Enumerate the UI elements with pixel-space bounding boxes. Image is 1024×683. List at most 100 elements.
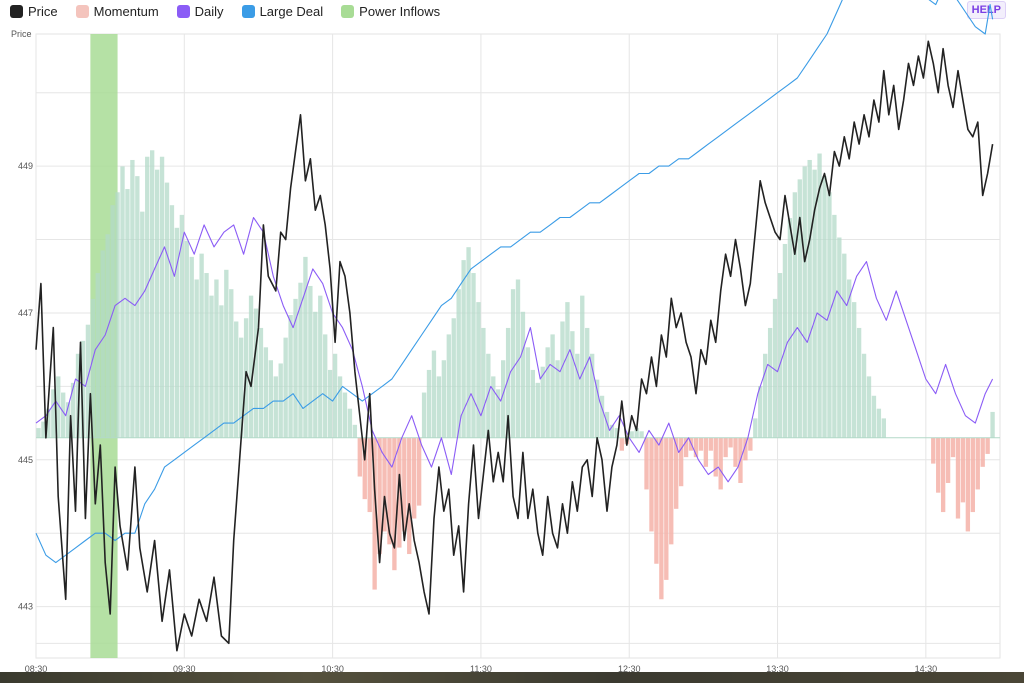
- momentum-bar: [683, 437, 689, 458]
- momentum-bar: [298, 282, 303, 438]
- momentum-bar: [540, 366, 545, 438]
- momentum-bar: [758, 386, 763, 438]
- momentum-bar: [332, 353, 338, 438]
- legend-item-large-deal[interactable]: Large Deal: [241, 4, 323, 19]
- momentum-bar: [802, 166, 807, 438]
- momentum-bar: [110, 205, 115, 438]
- momentum-bar: [65, 402, 71, 438]
- momentum-bar: [273, 376, 278, 438]
- momentum-bar: [871, 395, 877, 438]
- momentum-bar: [510, 289, 516, 438]
- momentum-bar: [209, 295, 214, 438]
- momentum-bar: [792, 192, 798, 438]
- momentum-bar: [837, 237, 842, 438]
- momentum-bar: [807, 159, 812, 438]
- momentum-bar: [728, 437, 733, 448]
- momentum-bar: [713, 437, 718, 477]
- momentum-bar: [708, 437, 713, 451]
- x-tick-label: 10:30: [321, 664, 344, 674]
- legend-label-price: Price: [28, 3, 58, 19]
- momentum-bar: [965, 437, 971, 532]
- momentum-bar: [471, 273, 476, 438]
- momentum-bar: [189, 256, 194, 438]
- x-tick-label: 09:30: [173, 664, 196, 674]
- momentum-bar: [397, 437, 402, 548]
- momentum-bar: [674, 437, 679, 509]
- momentum-bar: [184, 240, 189, 438]
- momentum-bar: [85, 324, 91, 438]
- momentum-bar: [940, 437, 946, 513]
- momentum-bar: [313, 311, 318, 438]
- momentum-bar: [451, 318, 456, 438]
- help-button[interactable]: HELP: [966, 1, 1006, 19]
- momentum-bar: [678, 437, 684, 487]
- momentum-bar: [431, 350, 437, 438]
- momentum-bar: [827, 192, 832, 438]
- momentum-bar: [159, 156, 165, 438]
- momentum-bar: [851, 302, 857, 438]
- momentum-bar: [174, 227, 180, 438]
- momentum-bar: [288, 315, 293, 438]
- momentum-bar: [822, 176, 827, 438]
- momentum-bar: [347, 408, 353, 438]
- momentum-bar: [125, 189, 130, 438]
- momentum-bar: [436, 376, 442, 438]
- legend-swatch-price: [10, 4, 23, 18]
- momentum-bar: [75, 353, 81, 438]
- momentum-bar: [693, 437, 699, 458]
- momentum-bar: [154, 169, 160, 438]
- y-tick-label: 445: [18, 455, 33, 465]
- momentum-bar: [847, 279, 852, 438]
- momentum-bar: [629, 431, 634, 438]
- momentum-bar: [644, 437, 649, 490]
- momentum-bar: [352, 424, 358, 438]
- momentum-bar: [105, 234, 110, 438]
- momentum-bar: [975, 437, 980, 490]
- momentum-bar: [426, 369, 432, 438]
- momentum-bar: [812, 169, 817, 438]
- momentum-bar: [446, 334, 451, 438]
- legend-item-daily[interactable]: Daily: [176, 4, 224, 19]
- x-tick-label: 12:30: [618, 664, 641, 674]
- x-tick-label: 11:30: [470, 664, 492, 674]
- momentum-bar: [486, 353, 491, 438]
- momentum-bar: [387, 437, 392, 545]
- momentum-bar: [753, 418, 758, 438]
- momentum-bar: [204, 273, 209, 438]
- momentum-bar: [733, 437, 738, 467]
- momentum-bar: [70, 382, 76, 438]
- momentum-bar: [515, 279, 521, 438]
- momentum-bar: [763, 353, 768, 438]
- legend-swatch-power-inflows: [341, 4, 355, 18]
- momentum-bar: [505, 327, 511, 438]
- momentum-bar: [609, 424, 615, 438]
- momentum-bar: [960, 437, 966, 503]
- legend-item-momentum[interactable]: Momentum: [75, 4, 159, 19]
- momentum-bar: [80, 340, 86, 438]
- momentum-bar: [980, 437, 985, 467]
- legend-item-power-inflows[interactable]: Power Inflows: [341, 4, 440, 19]
- momentum-bar: [649, 437, 654, 532]
- momentum-bar: [402, 437, 407, 532]
- legend-label-power-inflows: Power Inflows: [359, 3, 441, 19]
- momentum-bar: [698, 437, 704, 451]
- momentum-bar: [570, 331, 575, 438]
- momentum-bar: [797, 179, 802, 438]
- momentum-bar: [318, 295, 323, 438]
- momentum-bar: [787, 218, 793, 438]
- momentum-bar: [496, 389, 501, 438]
- momentum-bar: [575, 353, 580, 438]
- momentum-bar: [234, 321, 239, 438]
- momentum-bar: [881, 418, 886, 438]
- momentum-bar: [194, 279, 199, 438]
- momentum-bar: [861, 353, 867, 438]
- momentum-bar: [842, 253, 847, 438]
- momentum-bar: [654, 437, 659, 564]
- momentum-bar: [323, 334, 328, 438]
- momentum-bar: [817, 153, 822, 438]
- momentum-layer: [36, 150, 1000, 600]
- momentum-bar: [589, 353, 595, 438]
- legend-item-price[interactable]: Price: [10, 4, 58, 19]
- legend-swatch-momentum: [75, 4, 89, 18]
